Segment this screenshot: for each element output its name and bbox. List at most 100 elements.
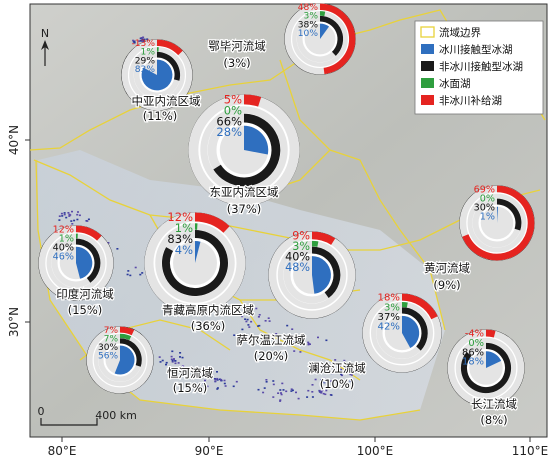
lake-point: [68, 213, 71, 216]
donut-arc-non_glacier_fed: [311, 231, 336, 245]
lake-point: [320, 392, 323, 394]
percent-sign: %: [182, 210, 193, 224]
legend-box: [414, 20, 544, 115]
percent-sign: %: [299, 251, 310, 264]
lake-point: [265, 381, 268, 383]
lake-point: [300, 340, 302, 342]
lake-point: [329, 386, 331, 389]
percent-sign: %: [146, 56, 155, 66]
percent-sign: %: [299, 240, 310, 253]
lake-point: [158, 356, 161, 358]
y-tick-40: 40°N: [7, 125, 21, 155]
lake-point: [264, 333, 267, 336]
lake-point: [290, 390, 293, 392]
percent-sign: %: [231, 103, 242, 117]
basin-share: (11%): [143, 109, 178, 123]
donut-value-supraglacial: 7%: [104, 334, 119, 344]
lake-point: [341, 374, 343, 377]
basin-share: (37%): [227, 202, 262, 216]
lake-point: [318, 390, 321, 392]
donut-sector-glacier_contact: [141, 59, 173, 91]
lake-point: [73, 219, 76, 222]
lake-point: [297, 397, 300, 400]
lake-point: [86, 220, 89, 222]
lake-point: [265, 379, 268, 381]
lake-point: [142, 39, 145, 42]
lake-point: [291, 389, 294, 392]
lake-point: [181, 365, 184, 367]
lake-point: [223, 379, 226, 382]
donut-arc-non_glacier_contact: [162, 230, 228, 296]
donut-value-non_glacier_contact: 30%: [474, 203, 495, 214]
percent-sign: %: [182, 232, 193, 246]
lake-point: [116, 248, 119, 250]
lake-point: [177, 362, 180, 364]
percent-sign: %: [109, 343, 118, 353]
basin-share: (10%): [320, 377, 355, 391]
lake-point: [264, 320, 267, 322]
lake-point: [354, 364, 357, 366]
basin-name: 中亚内流区域: [132, 94, 201, 108]
lake-point: [224, 385, 227, 387]
lake-point: [216, 371, 218, 373]
percent-sign: %: [299, 261, 310, 274]
donut-sector-glacier_contact: [486, 351, 502, 368]
basin-name: 长江流域: [471, 397, 517, 411]
percent-sign: %: [65, 252, 74, 263]
lake-point: [244, 318, 247, 320]
lake-point: [291, 328, 294, 330]
donut-arc-non_glacier_fed: [75, 225, 102, 241]
legend-label-boundary: 流域边界: [439, 26, 481, 39]
lake-point: [307, 342, 310, 345]
donut-value-non_glacier_fed: -4%: [465, 329, 484, 340]
lake-point: [325, 389, 328, 392]
axis-ticks: [25, 139, 531, 442]
lake-point: [76, 213, 79, 216]
lake-point: [290, 388, 293, 390]
basin-name: 澜沧江流域: [308, 361, 366, 375]
basin-name: 鄂毕河流域: [208, 39, 266, 53]
donut-value-glacier_contact: 42%: [378, 322, 401, 333]
lake-point: [258, 314, 261, 316]
lake-point: [292, 342, 294, 345]
donut-value-supraglacial: 0%: [468, 338, 484, 349]
lake-point: [275, 333, 278, 335]
lake-point: [245, 320, 248, 323]
scale-bar: [40, 418, 98, 426]
scale-start: 0: [38, 405, 45, 418]
lake-point: [216, 387, 219, 389]
lake-point: [237, 313, 240, 316]
donut-value-non_glacier_fed: 12%: [53, 224, 74, 235]
lake-point: [206, 385, 209, 388]
basin-share: (36%): [191, 319, 226, 333]
lake-point: [300, 342, 303, 344]
percent-sign: %: [390, 302, 400, 313]
basin-charts: -13%1%29%83%中亚内流区域(11%)48%3%38%10%鄂毕河流域(…: [38, 3, 535, 428]
donut-value-glacier_contact: 10%: [298, 29, 319, 39]
lake-point: [302, 342, 305, 344]
lake-point: [250, 303, 253, 305]
lake-point: [171, 361, 174, 363]
lake-point: [330, 394, 333, 396]
lake-point: [179, 352, 182, 354]
lake-point: [262, 391, 265, 394]
donut-track: [200, 106, 288, 194]
donut-sector-glacier_contact: [497, 206, 499, 223]
lake-point: [181, 356, 184, 359]
percent-sign: %: [182, 243, 193, 257]
lake-point: [248, 326, 251, 328]
lake-point: [141, 38, 144, 40]
donut-value-glacier_contact: 46%: [53, 252, 74, 263]
lake-point: [334, 359, 337, 361]
lake-point: [272, 383, 275, 386]
lake-point: [320, 379, 323, 381]
donut-value-supraglacial: 1%: [59, 234, 74, 245]
basin-name: 萨尔温江流域: [237, 333, 306, 347]
lake-point: [280, 392, 282, 394]
lake-point: [132, 41, 135, 43]
donut-value-supraglacial: 3%: [292, 240, 310, 253]
lake-point: [325, 339, 328, 342]
percent-sign: %: [65, 234, 74, 245]
legend-swatch-non_glacier_contact: [421, 61, 434, 71]
donut-value-non_glacier_fed: 69%: [474, 184, 495, 195]
